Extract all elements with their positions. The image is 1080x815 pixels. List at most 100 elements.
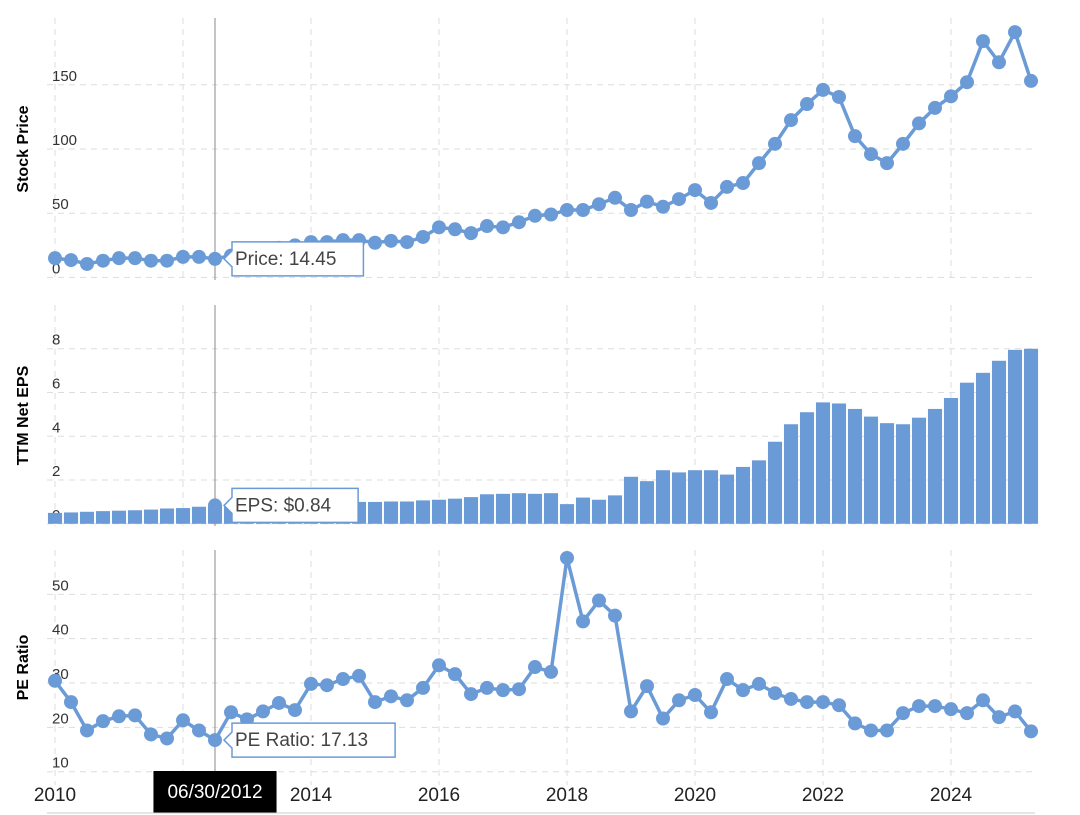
bar: [671, 472, 687, 524]
y-tick-label: 20: [52, 710, 69, 727]
point: [464, 226, 478, 241]
cursor-date-box: [153, 771, 277, 813]
point: [992, 710, 1006, 725]
point: [896, 136, 910, 151]
bar: [527, 493, 543, 524]
point: [960, 706, 974, 721]
bar: [927, 408, 943, 524]
point: [208, 251, 222, 266]
point: [384, 233, 398, 248]
point: [192, 249, 206, 264]
bar: [943, 397, 959, 524]
point: [848, 129, 862, 144]
bar: [735, 466, 751, 524]
point: [1024, 724, 1038, 739]
line: [54, 27, 1033, 266]
point: [736, 176, 750, 191]
point: [400, 693, 414, 708]
bar: [511, 493, 527, 524]
y-tick-label: 50: [52, 196, 69, 213]
bar: [159, 508, 175, 524]
point: [64, 695, 78, 710]
bar: [959, 382, 975, 524]
point: [544, 207, 558, 222]
y-tick-label: 6: [52, 375, 60, 392]
point: [624, 704, 638, 719]
tooltip-text: PE Ratio: 17.13: [235, 730, 368, 751]
point: [752, 156, 766, 171]
point: [512, 215, 526, 230]
point: [96, 253, 110, 268]
x-tick-label: 2022: [802, 785, 844, 806]
bar: [367, 501, 383, 524]
point: [432, 658, 446, 673]
point: [720, 672, 734, 687]
point: [784, 113, 798, 128]
bar: [751, 460, 767, 524]
bar: [719, 474, 735, 524]
panel: 2010201220142016201820202022202410203040…: [15, 550, 1038, 813]
point: [832, 698, 846, 713]
point: [512, 682, 526, 697]
point: [704, 705, 718, 720]
point: [128, 251, 142, 266]
line: [53, 557, 1033, 743]
point: [768, 136, 782, 151]
tooltip-text: EPS: $0.84: [235, 495, 332, 516]
point: [192, 723, 206, 738]
point: [448, 222, 462, 237]
bar: [1023, 348, 1039, 524]
point: [912, 116, 926, 131]
bar: [127, 510, 143, 524]
bar: [191, 506, 207, 524]
x-tick-label: 2024: [930, 785, 973, 806]
point: [928, 100, 942, 115]
tooltip-text: Price: 14.45: [235, 249, 336, 270]
y-tick-label: 0: [52, 260, 60, 277]
y-axis-label: TTM Net EPS: [15, 365, 32, 465]
x-tick-label: 2010: [34, 785, 76, 806]
bar: [543, 493, 559, 524]
point: [480, 680, 494, 695]
cursor-date: 06/30/2012: [153, 771, 277, 813]
point: [688, 687, 702, 702]
point: [688, 183, 702, 198]
point: [448, 667, 462, 682]
tooltip-box: [222, 722, 396, 758]
point: [608, 190, 622, 205]
y-tick-label: 8: [52, 332, 60, 349]
y-tick-label: 2: [52, 463, 60, 480]
bar: [607, 495, 623, 524]
bar: [95, 511, 111, 524]
tooltip-box: [222, 241, 365, 277]
point: [880, 156, 894, 171]
point: [384, 689, 398, 704]
point: [624, 203, 638, 218]
point: [208, 733, 222, 748]
bar: [639, 481, 655, 524]
point: [608, 608, 622, 623]
point: [784, 691, 798, 706]
point: [208, 498, 222, 513]
bar: [63, 512, 79, 524]
point: [496, 683, 510, 698]
y-tick-label: 40: [52, 622, 69, 639]
point: [640, 679, 654, 694]
point: [112, 251, 126, 266]
point: [256, 704, 270, 719]
point: [48, 673, 62, 688]
point: [416, 229, 430, 244]
point: [368, 235, 382, 250]
bar: [415, 500, 431, 524]
point: [528, 660, 542, 675]
point: [320, 678, 334, 693]
point: [864, 147, 878, 162]
bar: [575, 497, 591, 524]
point: [112, 709, 126, 724]
bar: [431, 499, 447, 524]
point: [800, 97, 814, 112]
point: [656, 711, 670, 726]
y-tick-label: 4: [52, 419, 60, 436]
bar: [143, 509, 159, 524]
